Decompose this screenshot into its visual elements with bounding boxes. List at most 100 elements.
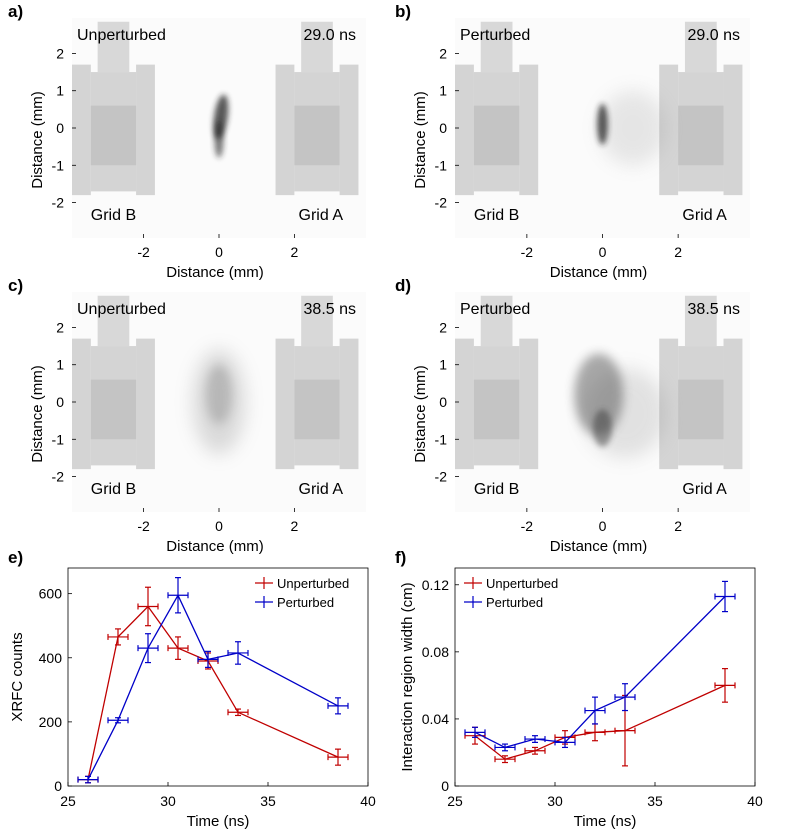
grid-b-label: Grid B <box>91 207 136 224</box>
data-point <box>107 717 129 724</box>
y-tick-label: 0 <box>441 778 449 794</box>
plasma-emission <box>574 353 667 458</box>
y-tick-label: -2 <box>435 469 448 485</box>
data-point <box>137 633 159 664</box>
x-tick-label: 0 <box>215 244 223 260</box>
time-label: 38.5 ns <box>304 301 356 318</box>
x-tick-label: 25 <box>60 793 76 809</box>
grid-a-shape-outer <box>275 338 295 470</box>
grid-b-shape <box>455 295 539 470</box>
y-tick-label: 2 <box>56 45 64 61</box>
panel-label: d) <box>395 276 411 295</box>
y-tick-label: 1 <box>439 83 447 99</box>
y-tick-label: 200 <box>39 714 63 730</box>
series-line <box>87 605 339 780</box>
plasma-core <box>574 353 624 436</box>
data-point <box>167 577 189 614</box>
panel-c: Unperturbed 38.5 ns Grid B Grid A -2 0 2 2 1 0 -1 -… <box>8 276 366 555</box>
series-unperturbed <box>77 586 349 784</box>
x-tick-label: 2 <box>290 518 298 534</box>
grid-a-shape-core <box>294 105 340 166</box>
y-tick-label: 0.04 <box>422 711 449 727</box>
y-tick-label: -1 <box>435 157 448 173</box>
plasma-core <box>214 120 224 158</box>
plot-frame <box>454 567 756 787</box>
legend-label: Perturbed <box>486 595 543 610</box>
grid-a-label: Grid A <box>682 481 727 498</box>
grid-b-shape-outer <box>455 64 474 196</box>
grid-a-shape-outer <box>339 64 359 196</box>
x-tick-label: 2 <box>674 518 682 534</box>
y-tick-label: 0.12 <box>422 577 449 593</box>
condition-label: Perturbed <box>460 301 530 318</box>
data-point <box>327 748 349 766</box>
chart-f: 25 30 35 40 0 0.04 0.08 0.12 Time (ns) Interactio… <box>395 548 763 829</box>
grid-a-label: Grid A <box>299 207 344 224</box>
x-tick-label: 0 <box>599 518 607 534</box>
y-tick-label: 0 <box>54 778 62 794</box>
panel-label: a) <box>8 2 23 21</box>
image-panels: Unperturbed 29.0 ns Grid B Grid A -2 0 2 2 1 0 -1 -… <box>8 2 750 555</box>
grid-a-shape-core <box>678 379 724 440</box>
panel-label: b) <box>395 2 411 21</box>
series-unperturbed <box>464 668 736 767</box>
legend-label: Perturbed <box>277 595 334 610</box>
x-tick-label: 30 <box>547 793 563 809</box>
y-tick-label: 0 <box>56 394 64 410</box>
grid-b-shape-core <box>90 379 137 440</box>
grid-a-shape-outer <box>723 64 743 196</box>
data-point <box>584 723 606 742</box>
plasma-halo <box>598 90 667 166</box>
legend-entry: Unperturbed <box>255 576 349 591</box>
data-point <box>327 697 349 715</box>
grid-a-shape-outer <box>659 64 679 196</box>
plasma-core <box>205 364 233 425</box>
x-axis-label: Time (ns) <box>187 813 250 829</box>
grid-b-shape-stem <box>480 21 513 73</box>
legend-entry: Unperturbed <box>464 576 558 591</box>
plasma-core <box>593 409 612 447</box>
x-tick-label: -2 <box>521 518 534 534</box>
condition-label: Unperturbed <box>77 27 166 44</box>
y-axis-label: Distance (mm) <box>29 365 46 463</box>
y-tick-label: 2 <box>56 319 64 335</box>
y-tick-label: 0 <box>439 120 447 136</box>
grid-b-shape <box>72 295 155 470</box>
data-point <box>167 636 189 660</box>
legend-label: Unperturbed <box>486 576 558 591</box>
grid-a-shape-stem <box>301 21 333 73</box>
y-tick-label: 2 <box>439 319 447 335</box>
grid-b-shape-outer <box>136 338 155 470</box>
data-point <box>714 668 736 703</box>
plasma-emission <box>597 90 667 166</box>
data-point <box>227 708 249 717</box>
y-tick-label: 1 <box>56 357 64 373</box>
grid-b-shape <box>455 21 539 196</box>
grid-b-shape-outer <box>72 64 91 196</box>
grid-b-label: Grid B <box>474 207 519 224</box>
data-point <box>464 726 486 738</box>
y-tick-label: 1 <box>56 83 64 99</box>
grid-b-shape-core <box>473 379 520 440</box>
x-axis-label: Distance (mm) <box>550 264 648 281</box>
data-point <box>584 696 606 725</box>
grid-b-shape-outer <box>72 338 91 470</box>
y-axis-label: Distance (mm) <box>412 365 429 463</box>
y-tick-label: 400 <box>39 650 63 666</box>
grid-b-label: Grid B <box>91 481 136 498</box>
x-axis-label: Time (ns) <box>574 813 637 829</box>
data-point <box>494 743 516 752</box>
grid-a-shape-outer <box>723 338 743 470</box>
data-point <box>227 641 249 665</box>
time-label: 29.0 ns <box>688 27 740 44</box>
grid-b-shape <box>72 21 155 196</box>
data-point <box>524 735 546 744</box>
x-tick-label: 25 <box>447 793 463 809</box>
grid-b-shape-core <box>473 105 520 166</box>
grid-a-shape-outer <box>659 338 679 470</box>
x-tick-label: 40 <box>360 793 376 809</box>
grid-a-label: Grid A <box>299 481 344 498</box>
series-perturbed <box>464 580 736 752</box>
